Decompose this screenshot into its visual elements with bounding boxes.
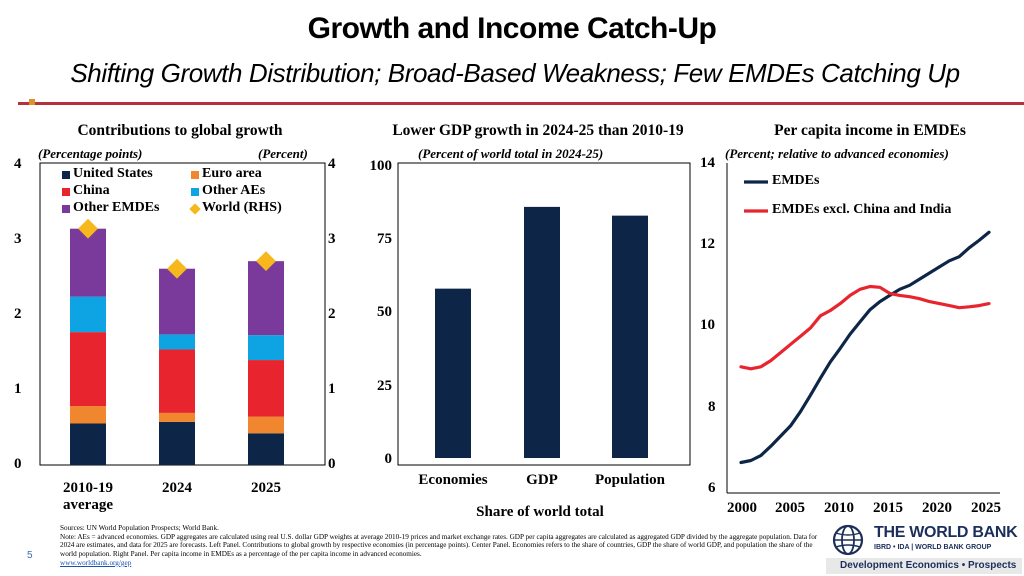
series-line-emdes [739, 230, 991, 465]
left-y-tick: 1 [14, 381, 22, 397]
note-text: Note: AEs = advanced economies. GDP aggr… [60, 532, 818, 559]
bar-segment-other-emdes [70, 228, 106, 297]
logo-bar [826, 558, 1022, 574]
center-y-tick: 25 [377, 378, 392, 394]
left-y-tick: 4 [14, 156, 22, 172]
left-y-tick-rhs: 4 [328, 156, 336, 172]
left-y-tick-rhs: 2 [328, 306, 336, 322]
right-x-tick: 2000 [727, 500, 757, 516]
left-x-tick: 2025 [251, 480, 281, 496]
page-subtitle: Shifting Growth Distribution; Broad-Base… [70, 58, 960, 88]
right-x-tick: 2025 [971, 500, 1001, 516]
right-y-tick: 14 [700, 155, 715, 171]
left-y-tick-rhs: 0 [328, 456, 336, 472]
center-y-tick: 0 [384, 451, 393, 467]
left-panel-ylabel: (Percentage points) [38, 146, 143, 161]
center-y-tick: 100 [369, 158, 393, 174]
right-x-tick: 2020 [922, 500, 952, 516]
legend-swatch-other-aes [191, 188, 199, 196]
legend-swatch-china [62, 188, 70, 196]
department-label: Development Economics • Prospects [840, 560, 1017, 571]
series-line-emdes-excl-china-and-india [739, 284, 991, 371]
center-x-tick: Population [594, 472, 666, 488]
bar-segment-united-states [159, 421, 195, 465]
sources-text: Sources: UN World Population Prospects; … [60, 524, 219, 532]
right-y-tick: 8 [708, 399, 716, 415]
legend-label-other-emdes: Other EMDEs [73, 200, 160, 215]
page-number: 5 [27, 550, 33, 561]
center-y-tick: 75 [377, 231, 392, 247]
left-y-tick-rhs: 3 [328, 231, 336, 247]
legend-label-other-aes: Other AEs [202, 183, 266, 198]
globe-icon [832, 524, 864, 556]
center-x-tick: Economies [418, 472, 488, 488]
legend-label-emdes: EMDEs [772, 173, 820, 188]
bar-segment-other-aes [248, 335, 284, 361]
legend-label-china: China [73, 183, 110, 198]
legend-swatch-other-emdes [62, 205, 70, 213]
bar-gdp [524, 206, 560, 458]
legend-swatch-united-states [62, 171, 70, 179]
center-panel-subtitle: (Percent of world total in 2024-25) [418, 146, 604, 161]
legend-label-euro-area: Euro area [202, 166, 262, 181]
bar-segment-china [70, 332, 106, 407]
gep-link[interactable]: www.worldbank.org/gep [60, 558, 132, 567]
left-panel-title: Contributions to global growth [77, 122, 283, 139]
world-bank-name: THE WORLD BANK [874, 524, 1018, 541]
bar-segment-china [159, 349, 195, 413]
bar-segment-other-emdes [248, 261, 284, 336]
center-x-tick: GDP [526, 472, 558, 488]
left-y-tick: 0 [14, 456, 22, 472]
legend-label-world-rhs: World (RHS) [202, 200, 282, 215]
bar-segment-united-states [248, 433, 284, 465]
bar-economies [435, 288, 471, 458]
left-y-tick-rhs: 1 [328, 381, 336, 397]
center-y-tick: 50 [377, 304, 392, 320]
left-x-tick: 2024 [162, 480, 192, 496]
left-y-tick: 2 [14, 306, 22, 322]
center-plot-frame [397, 162, 691, 466]
bar-segment-euro-area [70, 406, 106, 424]
bar-population [612, 215, 648, 458]
bar-segment-other-emdes [159, 268, 195, 335]
right-x-tick: 2010 [824, 500, 854, 516]
right-y-tick: 6 [708, 480, 716, 496]
left-y-tick: 3 [14, 231, 22, 247]
bar-segment-other-aes [159, 334, 195, 350]
left-panel-ylabel-rhs: (Percent) [258, 146, 308, 161]
bar-segment-euro-area [248, 416, 284, 434]
center-x-axis-label: Share of world total [476, 504, 604, 520]
page-title: Growth and Income Catch-Up [307, 12, 717, 45]
world-marker [167, 258, 187, 279]
left-x-tick: 2010-19 average [63, 480, 113, 513]
center-panel-title: Lower GDP growth in 2024-25 than 2010-19 [392, 122, 684, 139]
world-marker [256, 251, 276, 272]
bar-segment-euro-area [159, 412, 195, 422]
legend-swatch-euro-area [191, 171, 199, 179]
right-panel-subtitle: (Percent; relative to advanced economies… [725, 146, 949, 161]
right-x-tick: 2015 [873, 500, 903, 516]
right-y-tick: 10 [700, 317, 715, 333]
right-x-tick: 2005 [775, 500, 805, 516]
world-marker [78, 218, 98, 239]
world-bank-sub: IBRD • IDA | WORLD BANK GROUP [874, 544, 992, 551]
bar-segment-united-states [70, 423, 106, 465]
title-rule-accent [29, 99, 35, 105]
legend-label-emdes-excl: EMDEs excl. China and India [772, 202, 952, 217]
title-rule [18, 102, 1024, 105]
bar-segment-china [248, 360, 284, 417]
world-bank-logo: THE WORLD BANK IBRD • IDA | WORLD BANK G… [826, 524, 1022, 574]
footnotes: Sources: UN World Population Prospects; … [60, 524, 820, 568]
bar-segment-other-aes [70, 296, 106, 333]
right-y-tick: 12 [700, 236, 715, 252]
legend-label-united-states: United States [73, 166, 153, 181]
right-panel-title: Per capita income in EMDEs [774, 122, 966, 139]
